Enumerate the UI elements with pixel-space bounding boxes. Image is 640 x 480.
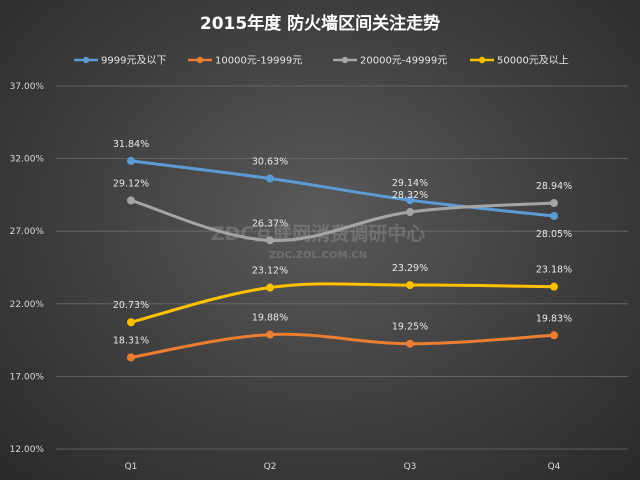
- legend-item: 9999元及以下: [74, 55, 166, 67]
- legend-marker: [82, 56, 90, 64]
- data-label: 18.31%: [113, 335, 149, 346]
- series-line: [129, 198, 556, 242]
- data-point: [127, 318, 135, 327]
- y-tick-label: 37.00%: [10, 82, 45, 92]
- y-tick-label: 22.00%: [10, 300, 45, 310]
- data-point: [266, 283, 274, 292]
- data-point: [550, 282, 558, 291]
- legend-marker: [341, 56, 349, 64]
- series: [127, 281, 558, 327]
- data-point: [406, 196, 414, 205]
- legend-label: 9999元及以下: [101, 55, 166, 67]
- watermark-sub: ZDC.ZOL.COM.CN: [269, 250, 367, 261]
- y-tick-label: 27.00%: [10, 227, 45, 237]
- data-label: 26.37%: [252, 218, 288, 229]
- x-tick-label: Q2: [264, 462, 277, 472]
- legend-marker: [478, 56, 486, 64]
- legend-item: 20000元-49999元: [333, 56, 447, 67]
- legend-label: 20000元-49999元: [360, 56, 447, 67]
- x-axis: Q1 Q2 Q3 Q4: [125, 462, 561, 472]
- series: [127, 156, 558, 220]
- data-point: [266, 174, 274, 183]
- data-label: 23.29%: [392, 263, 428, 274]
- data-point: [127, 353, 135, 362]
- data-label: 28.05%: [536, 229, 572, 240]
- data-point: [266, 330, 274, 339]
- series-line: [129, 332, 556, 359]
- legend-label: 10000元-19999元: [215, 56, 302, 67]
- legend-item: 10000元-19999元: [188, 56, 302, 67]
- data-labels: 31.84% 30.63% 29.14% 28.05% 18.31% 19.88% 19.2…: [113, 139, 572, 346]
- data-point: [127, 196, 135, 205]
- watermark: ZDC互联网消费调研中心 ZDC.ZOL.COM.CN: [211, 222, 426, 261]
- data-point: [550, 199, 558, 208]
- y-axis: 12.00% 17.00% 22.00% 27.00% 32.00% 37.00%: [10, 82, 45, 455]
- data-point: [550, 331, 558, 340]
- x-tick-label: Q1: [125, 462, 138, 472]
- data-point: [266, 236, 274, 245]
- data-label: 23.12%: [252, 266, 288, 277]
- legend-label: 50000元及以上: [497, 55, 569, 67]
- x-tick-label: Q4: [548, 462, 561, 472]
- data-label: 19.83%: [536, 313, 572, 324]
- data-point: [127, 156, 135, 165]
- data-label: 20.73%: [113, 300, 149, 311]
- data-label: 29.12%: [113, 178, 149, 189]
- watermark-main: ZDC互联网消费调研中心: [211, 222, 426, 245]
- data-label: 29.14%: [392, 178, 428, 189]
- data-label: 19.25%: [392, 322, 428, 333]
- data-point: [406, 281, 414, 290]
- x-tick-label: Q3: [404, 462, 417, 472]
- data-label: 30.63%: [252, 156, 288, 167]
- series: [127, 330, 558, 362]
- y-tick-label: 32.00%: [10, 155, 45, 165]
- chart-title: 2015年度 防火墙区间关注走势: [200, 13, 440, 34]
- gridlines: [56, 85, 628, 450]
- data-label: 23.18%: [536, 265, 572, 276]
- series: [127, 196, 558, 245]
- y-tick-label: 17.00%: [10, 372, 45, 382]
- legend: 9999元及以下 10000元-19999元 20000元-49999元 50000元…: [74, 55, 569, 67]
- data-label: 28.32%: [392, 190, 428, 201]
- series-lines: [127, 156, 558, 362]
- data-point: [406, 339, 414, 348]
- series-line: [129, 282, 556, 324]
- data-label: 31.84%: [113, 139, 149, 150]
- series-line: [129, 159, 556, 218]
- y-tick-label: 12.00%: [10, 445, 45, 455]
- data-point: [406, 208, 414, 217]
- legend-item: 50000元及以上: [470, 55, 569, 67]
- legend-marker: [196, 56, 204, 64]
- data-label: 19.88%: [252, 313, 288, 324]
- data-label: 28.94%: [536, 181, 572, 192]
- data-point: [550, 211, 558, 220]
